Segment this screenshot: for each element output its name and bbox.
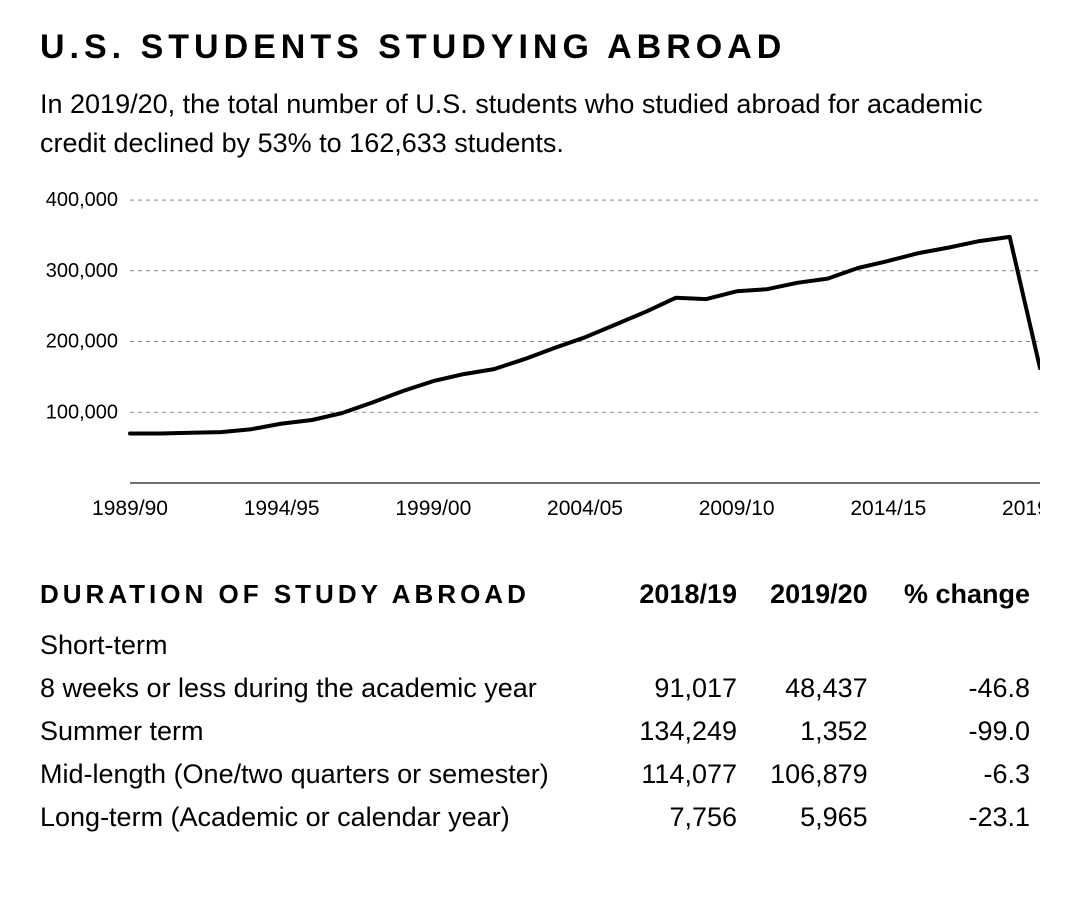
row-value: [616, 624, 747, 667]
row-label: Mid-length (One/two quarters or semester…: [40, 753, 616, 796]
table-row: Mid-length (One/two quarters or semester…: [40, 753, 1040, 796]
row-value: 1,352: [747, 710, 878, 753]
x-tick-label: 1999/00: [395, 497, 471, 520]
row-label: Short-term: [40, 624, 616, 667]
row-value: 5,965: [747, 796, 878, 839]
row-label: Long-term (Academic or calendar year): [40, 796, 616, 839]
table-row: Summer term134,2491,352-99.0: [40, 710, 1040, 753]
row-label: Summer term: [40, 710, 616, 753]
row-value: [878, 624, 1040, 667]
x-tick-label: 2004/05: [547, 497, 623, 520]
x-tick-label: 2019/20: [1002, 497, 1040, 520]
table-row: Short-term: [40, 624, 1040, 667]
row-label: 8 weeks or less during the academic year: [40, 667, 616, 710]
x-tick-label: 2014/15: [850, 497, 926, 520]
row-value: 91,017: [616, 667, 747, 710]
row-value: -6.3: [878, 753, 1040, 796]
header-col-2019-20: 2019/20: [747, 573, 878, 624]
x-tick-label: 1994/95: [244, 497, 320, 520]
row-value: -99.0: [878, 710, 1040, 753]
chart-subtitle: In 2019/20, the total number of U.S. stu…: [40, 85, 1040, 163]
row-value: -23.1: [878, 796, 1040, 839]
header-col-change: % change: [878, 573, 1040, 624]
chart-title: U.S. STUDENTS STUDYING ABROAD: [40, 28, 1040, 67]
header-col-2018-19: 2018/19: [616, 573, 747, 624]
row-value: 48,437: [747, 667, 878, 710]
y-tick-label: 300,000: [46, 260, 118, 282]
row-value: -46.8: [878, 667, 1040, 710]
table-header-row: DURATION OF STUDY ABROAD 2018/19 2019/20…: [40, 573, 1040, 624]
row-value: [747, 624, 878, 667]
data-line: [130, 237, 1040, 434]
y-tick-label: 100,000: [46, 402, 118, 424]
row-value: 114,077: [616, 753, 747, 796]
header-label: DURATION OF STUDY ABROAD: [40, 573, 616, 624]
y-tick-label: 200,000: [46, 331, 118, 353]
table-row: 8 weeks or less during the academic year…: [40, 667, 1040, 710]
duration-table: DURATION OF STUDY ABROAD 2018/19 2019/20…: [40, 573, 1040, 839]
row-value: 7,756: [616, 796, 747, 839]
y-tick-label: 400,000: [46, 189, 118, 211]
x-tick-label: 1989/90: [92, 497, 168, 520]
row-value: 134,249: [616, 710, 747, 753]
line-chart: 100,000 200,000 300,000 400,000 1989/90 1994/…: [40, 183, 1040, 543]
row-value: 106,879: [747, 753, 878, 796]
x-tick-label: 2009/10: [699, 497, 775, 520]
table-row: Long-term (Academic or calendar year)7,7…: [40, 796, 1040, 839]
chart-svg: 100,000 200,000 300,000 400,000 1989/90 1994/…: [40, 183, 1040, 543]
